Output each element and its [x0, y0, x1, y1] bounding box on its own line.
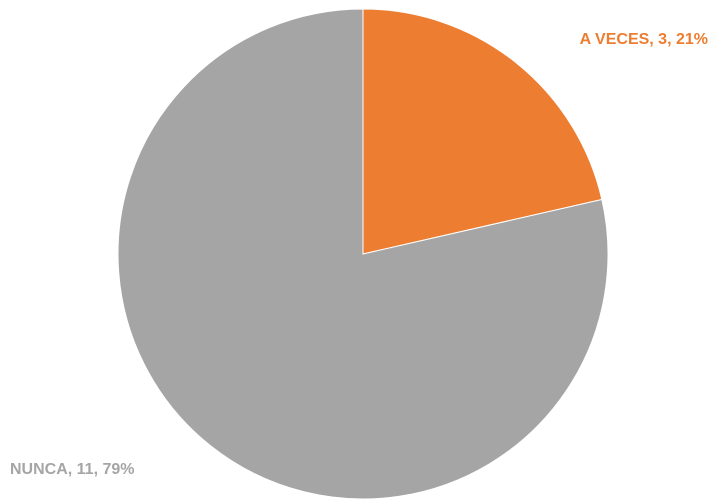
data-label: A VECES, 3, 21% [580, 31, 708, 48]
pie-slice [362, 8, 603, 255]
data-label: NUNCA, 11, 79% [10, 461, 135, 478]
pie-slice [117, 8, 609, 499]
